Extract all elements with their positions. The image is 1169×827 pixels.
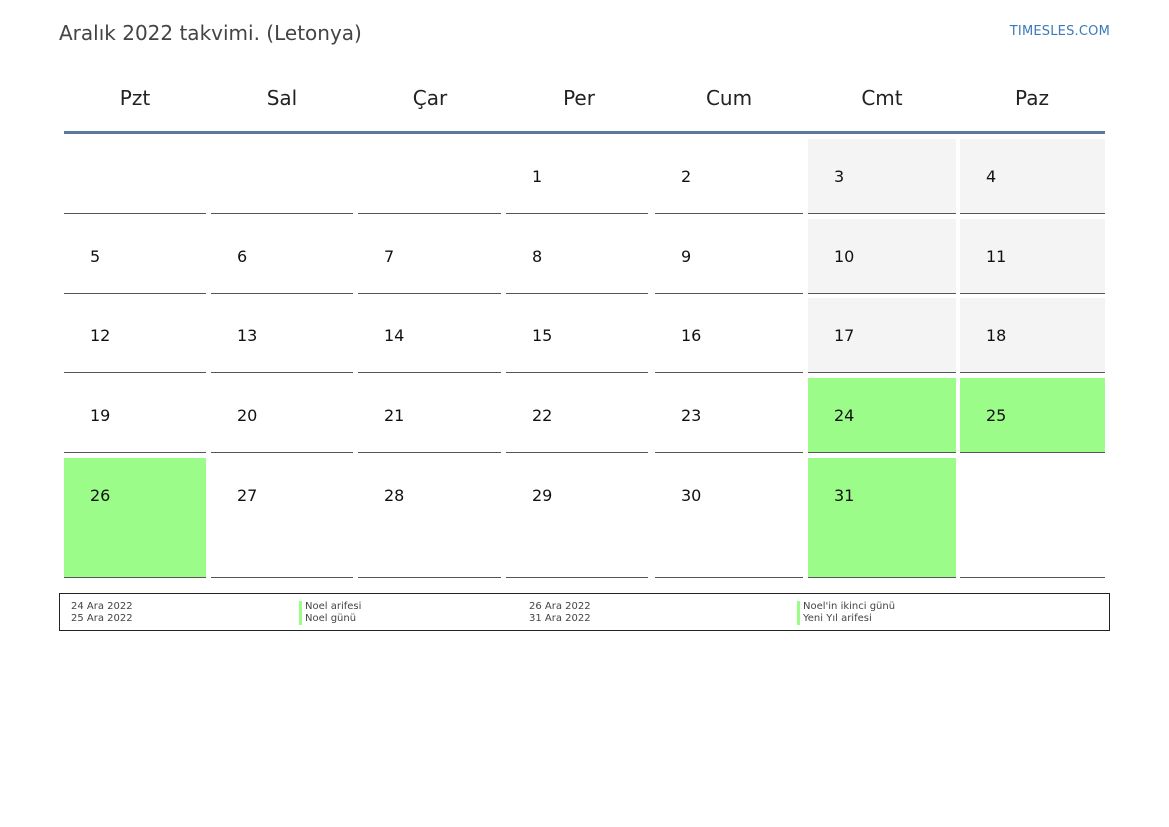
header-divider xyxy=(64,131,1105,134)
day-cell[interactable]: 12 xyxy=(64,298,206,373)
day-cell[interactable]: 11 xyxy=(960,219,1105,294)
page-title: Aralık 2022 takvimi. (Letonya) xyxy=(59,21,362,45)
day-number: 24 xyxy=(834,406,855,425)
day-cell[interactable]: 31 xyxy=(808,458,956,578)
day-cell[interactable]: 22 xyxy=(506,378,648,453)
day-number: 3 xyxy=(834,167,845,186)
legend-date: 31 Ara 2022 xyxy=(529,613,591,624)
day-number: 1 xyxy=(532,167,543,186)
legend-holiday-name: Noel'in ikinci günü xyxy=(797,601,895,613)
day-cell[interactable]: 30 xyxy=(655,458,803,578)
day-cell[interactable]: 1 xyxy=(506,139,648,214)
day-number: 20 xyxy=(237,406,258,425)
day-cell[interactable]: 2 xyxy=(655,139,803,214)
legend-holiday-label: Noel günü xyxy=(305,613,357,624)
day-number: 5 xyxy=(90,247,101,266)
legend-color-swatch xyxy=(299,613,302,625)
legend-date: 25 Ara 2022 xyxy=(71,613,133,624)
weekday-label: Per xyxy=(563,86,595,110)
day-cell[interactable]: 18 xyxy=(960,298,1105,373)
day-cell[interactable]: 6 xyxy=(211,219,353,294)
day-number: 25 xyxy=(986,406,1007,425)
day-cell[interactable]: 5 xyxy=(64,219,206,294)
day-cell[interactable]: 15 xyxy=(506,298,648,373)
empty-day-cell xyxy=(211,139,353,214)
day-cell[interactable]: 23 xyxy=(655,378,803,453)
day-cell[interactable]: 26 xyxy=(64,458,206,578)
day-cell[interactable]: 9 xyxy=(655,219,803,294)
day-number: 2 xyxy=(681,167,692,186)
legend-date: 26 Ara 2022 xyxy=(529,601,591,612)
legend-holiday-label: Yeni Yıl arifesi xyxy=(803,613,872,624)
day-cell[interactable]: 10 xyxy=(808,219,956,294)
brand-link[interactable]: TIMESLES.COM xyxy=(1009,24,1110,39)
day-number: 12 xyxy=(90,326,111,345)
day-cell[interactable]: 17 xyxy=(808,298,956,373)
weekday-label: Sal xyxy=(266,86,298,110)
legend-color-swatch xyxy=(299,601,302,613)
day-number: 10 xyxy=(834,247,855,266)
day-cell[interactable]: 24 xyxy=(808,378,956,453)
day-number: 11 xyxy=(986,247,1007,266)
day-number: 13 xyxy=(237,326,258,345)
empty-day-cell xyxy=(64,139,206,214)
empty-day-cell xyxy=(960,458,1105,578)
weekday-label: Cum xyxy=(705,86,753,110)
day-number: 27 xyxy=(237,486,258,505)
day-number: 8 xyxy=(532,247,543,266)
legend-holiday-name: Yeni Yıl arifesi xyxy=(797,613,872,625)
day-cell[interactable]: 14 xyxy=(358,298,501,373)
day-cell[interactable]: 4 xyxy=(960,139,1105,214)
weekday-label: Paz xyxy=(1015,86,1049,110)
day-number: 7 xyxy=(384,247,395,266)
day-number: 14 xyxy=(384,326,405,345)
day-number: 17 xyxy=(834,326,855,345)
day-cell[interactable]: 27 xyxy=(211,458,353,578)
legend-holiday-name: Noel günü xyxy=(299,613,356,625)
day-number: 28 xyxy=(384,486,405,505)
day-number: 4 xyxy=(986,167,997,186)
holiday-legend: 24 Ara 2022 Noel arifesi 25 Ara 2022 Noel g… xyxy=(59,593,1110,631)
day-cell[interactable]: 20 xyxy=(211,378,353,453)
weekday-header: Pzt Sal Çar Per Cum Cmt Paz xyxy=(64,80,1105,116)
day-number: 31 xyxy=(834,486,855,505)
weekday-label: Çar xyxy=(412,86,448,110)
day-cell[interactable]: 28 xyxy=(358,458,501,578)
day-number: 29 xyxy=(532,486,553,505)
day-number: 16 xyxy=(681,326,702,345)
weekday-label: Pzt xyxy=(119,86,151,110)
day-cell[interactable]: 29 xyxy=(506,458,648,578)
day-number: 9 xyxy=(681,247,692,266)
day-cell[interactable]: 3 xyxy=(808,139,956,214)
day-cell[interactable]: 13 xyxy=(211,298,353,373)
day-number: 30 xyxy=(681,486,702,505)
day-number: 15 xyxy=(532,326,553,345)
day-number: 23 xyxy=(681,406,702,425)
legend-color-swatch xyxy=(797,601,800,613)
day-number: 22 xyxy=(532,406,553,425)
day-number: 6 xyxy=(237,247,248,266)
day-cell[interactable]: 16 xyxy=(655,298,803,373)
day-cell[interactable]: 7 xyxy=(358,219,501,294)
weekday-label: Cmt xyxy=(861,86,903,110)
legend-holiday-label: Noel arifesi xyxy=(305,601,362,612)
legend-holiday-name: Noel arifesi xyxy=(299,601,361,613)
legend-color-swatch xyxy=(797,613,800,625)
day-cell[interactable]: 8 xyxy=(506,219,648,294)
empty-day-cell xyxy=(358,139,501,214)
day-cell[interactable]: 19 xyxy=(64,378,206,453)
day-number: 21 xyxy=(384,406,405,425)
legend-date: 24 Ara 2022 xyxy=(71,601,133,612)
day-cell[interactable]: 25 xyxy=(960,378,1105,453)
day-cell[interactable]: 21 xyxy=(358,378,501,453)
day-number: 19 xyxy=(90,406,111,425)
day-number: 18 xyxy=(986,326,1007,345)
day-number: 26 xyxy=(90,486,111,505)
legend-holiday-label: Noel'in ikinci günü xyxy=(803,601,896,612)
